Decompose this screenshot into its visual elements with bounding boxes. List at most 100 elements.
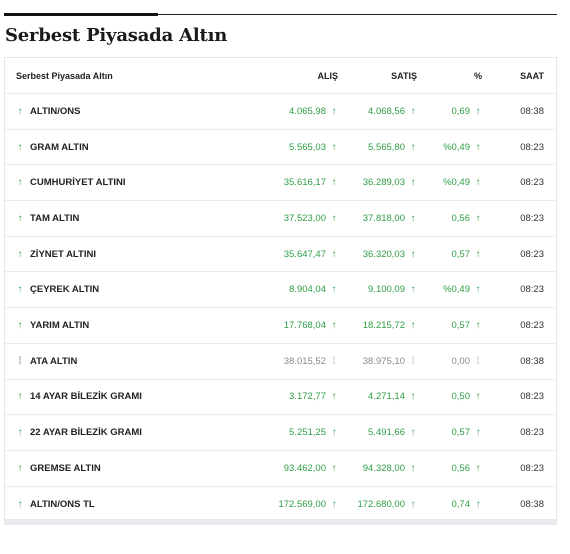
row-sell-value: 172.680,00 — [357, 498, 405, 510]
up-arrow-icon: ↑ — [17, 391, 23, 403]
up-arrow-icon: ↑ — [331, 498, 337, 510]
up-arrow-icon: ↑ — [475, 212, 481, 224]
table-row[interactable]: ↑ CUMHURİYET ALTINI 35.616,17 ↑ 36.289,03 ↑ %0… — [5, 165, 556, 202]
row-percent: %0,49 ↑ — [443, 272, 482, 307]
row-name-label: TAM ALTIN — [30, 212, 80, 224]
table-row[interactable]: ↑ 22 AYAR BİLEZİK GRAMI 5.251,25 ↑ 5.491,66 ↑… — [5, 415, 556, 451]
up-arrow-icon: ↑ — [17, 105, 23, 117]
row-percent-value: 0,74 — [451, 498, 471, 510]
up-arrow-icon: ↑ — [17, 319, 23, 331]
row-percent-value: 0,50 — [451, 391, 471, 403]
up-arrow-icon: ↑ — [331, 391, 337, 403]
row-buy: 3.172,77 ↑ — [289, 380, 338, 415]
row-name-label: ATA ALTIN — [30, 355, 78, 367]
row-name[interactable]: ↑ GREMSE ALTIN — [16, 451, 101, 486]
up-arrow-icon: ↑ — [475, 498, 481, 510]
row-time: 08:23 — [520, 177, 544, 189]
table-row[interactable]: ↑ 14 AYAR BİLEZİK GRAMI 3.172,77 ↑ 4.271,14 ↑… — [5, 380, 556, 416]
header-buy[interactable]: ALIŞ — [317, 70, 338, 81]
row-sell-value: 36.289,03 — [362, 177, 405, 189]
up-arrow-icon: ↑ — [410, 319, 416, 331]
up-arrow-icon: ↑ — [331, 462, 337, 474]
row-buy-value: 172.569,00 — [278, 498, 326, 510]
row-time: 08:38 — [520, 355, 544, 367]
row-name[interactable]: ⁞ ATA ALTIN — [16, 344, 77, 379]
row-name[interactable]: ↑ YARIM ALTIN — [16, 308, 90, 343]
row-buy: 5.251,25 ↑ — [289, 415, 338, 450]
row-buy: 35.616,17 ↑ — [284, 165, 338, 200]
row-sell: 38.975,10 ⁞ — [363, 344, 417, 379]
row-buy-value: 4.065,98 — [289, 105, 326, 117]
row-percent-value: 0,69 — [451, 105, 471, 117]
row-name[interactable]: ↑ ALTIN/ONS — [16, 94, 81, 129]
up-arrow-icon: ↑ — [331, 141, 337, 153]
row-sell: 172.680,00 ↑ — [357, 487, 417, 523]
row-name[interactable]: ↑ 22 AYAR BİLEZİK GRAMI — [16, 415, 142, 450]
top-accent-bar — [4, 13, 158, 16]
up-arrow-icon: ↑ — [475, 427, 481, 439]
row-name[interactable]: ↑ CUMHURİYET ALTINI — [16, 165, 126, 200]
row-sell: 4.068,56 ↑ — [368, 94, 417, 129]
up-arrow-icon: ↑ — [475, 462, 481, 474]
row-time: 08:23 — [520, 427, 544, 439]
up-arrow-icon: ↑ — [410, 141, 416, 153]
row-percent-value: %0,49 — [443, 141, 470, 153]
neutral-icon: ⁞ — [18, 355, 22, 367]
row-name-label: CUMHURİYET ALTINI — [30, 177, 126, 189]
neutral-icon: ⁞ — [411, 355, 415, 367]
up-arrow-icon: ↑ — [331, 284, 337, 296]
table-header-row: Serbest Piyasada Altın ALIŞ SATIŞ % SAAT — [5, 58, 556, 94]
row-buy-value: 35.647,47 — [283, 248, 326, 260]
row-sell-value: 18.215,72 — [362, 319, 405, 331]
row-sell-value: 4.068,56 — [368, 105, 405, 117]
row-name[interactable]: ↑ ALTIN/ONS TL — [16, 487, 95, 523]
row-sell-value: 94.328,00 — [362, 462, 405, 474]
row-percent: 0,56 ↑ — [452, 451, 483, 486]
row-name[interactable]: ↑ ZİYNET ALTINI — [16, 237, 96, 272]
row-sell-value: 36.320,03 — [362, 248, 405, 260]
row-name[interactable]: ↑ 14 AYAR BİLEZİK GRAMI — [16, 380, 142, 415]
header-time[interactable]: SAAT — [520, 70, 544, 81]
up-arrow-icon: ↑ — [475, 105, 481, 117]
table-row[interactable]: ↑ GRAM ALTIN 5.565,03 ↑ 5.565,80 ↑ %0,49 ↑ 08:23 — [5, 130, 556, 166]
up-arrow-icon: ↑ — [331, 177, 337, 189]
row-name[interactable]: ↑ GRAM ALTIN — [16, 130, 89, 165]
row-buy: 4.065,98 ↑ — [289, 94, 338, 129]
up-arrow-icon: ↑ — [17, 177, 23, 189]
table-row[interactable]: ↑ ZİYNET ALTINI 35.647,47 ↑ 36.320,03 ↑ 0,57 ↑ 0… — [5, 237, 556, 273]
header-percent[interactable]: % — [473, 70, 482, 81]
row-time: 08:23 — [520, 284, 544, 296]
row-time: 08:23 — [520, 212, 544, 224]
up-arrow-icon: ↑ — [410, 248, 416, 260]
row-percent: 0,57 ↑ — [452, 308, 483, 343]
row-name-label: ALTIN/ONS — [30, 105, 81, 117]
row-buy-value: 5.251,25 — [289, 427, 326, 439]
table-row[interactable]: ↑ ALTIN/ONS TL 172.569,00 ↑ 172.680,00 ↑ 0,74 ↑… — [5, 487, 556, 523]
row-time: 08:23 — [520, 248, 544, 260]
table-row[interactable]: ↑ ALTIN/ONS 4.065,98 ↑ 4.068,56 ↑ 0,69 ↑ 08:38 — [5, 94, 556, 130]
table-row[interactable]: ↑ ÇEYREK ALTIN 8.904,04 ↑ 9.100,09 ↑ %0,49 ↑ 08:… — [5, 272, 556, 309]
table-row[interactable]: ↑ GREMSE ALTIN 93.462,00 ↑ 94.328,00 ↑ 0,56 ↑ 08… — [5, 451, 556, 487]
row-buy-value: 35.616,17 — [283, 177, 326, 189]
up-arrow-icon: ↑ — [17, 427, 23, 439]
up-arrow-icon: ↑ — [410, 391, 416, 403]
row-name[interactable]: ↑ TAM ALTIN — [16, 201, 80, 236]
up-arrow-icon: ↑ — [331, 248, 337, 260]
table-body: ↑ ALTIN/ONS 4.065,98 ↑ 4.068,56 ↑ 0,69 ↑ 08:38 ↑ G… — [5, 94, 556, 522]
row-time: 08:23 — [520, 141, 544, 153]
row-buy-value: 93.462,00 — [283, 462, 326, 474]
header-sell[interactable]: SATIŞ — [391, 70, 417, 81]
table-row[interactable]: ↑ TAM ALTIN 37.523,00 ↑ 37.818,00 ↑ 0,56 ↑ 08:23 — [5, 201, 556, 237]
table-bottom-edge — [4, 519, 557, 525]
row-sell-value: 5.565,80 — [368, 141, 405, 153]
section-title: Serbest Piyasada Altın — [5, 25, 228, 46]
table-row[interactable]: ⁞ ATA ALTIN 38.015,52 ⁞ 38.975,10 ⁞ 0,00 ⁞ 08:38 — [5, 344, 556, 380]
row-sell: 5.565,80 ↑ — [368, 130, 417, 165]
row-name-label: ÇEYREK ALTIN — [30, 284, 100, 296]
row-sell-value: 38.975,10 — [362, 355, 405, 367]
table-row[interactable]: ↑ YARIM ALTIN 17.768,04 ↑ 18.215,72 ↑ 0,57 ↑ 08:… — [5, 308, 556, 344]
row-sell-value: 5.491,66 — [368, 427, 405, 439]
row-name-label: ALTIN/ONS TL — [30, 498, 95, 510]
row-name[interactable]: ↑ ÇEYREK ALTIN — [16, 272, 100, 307]
row-percent: 0,74 ↑ — [452, 487, 483, 523]
